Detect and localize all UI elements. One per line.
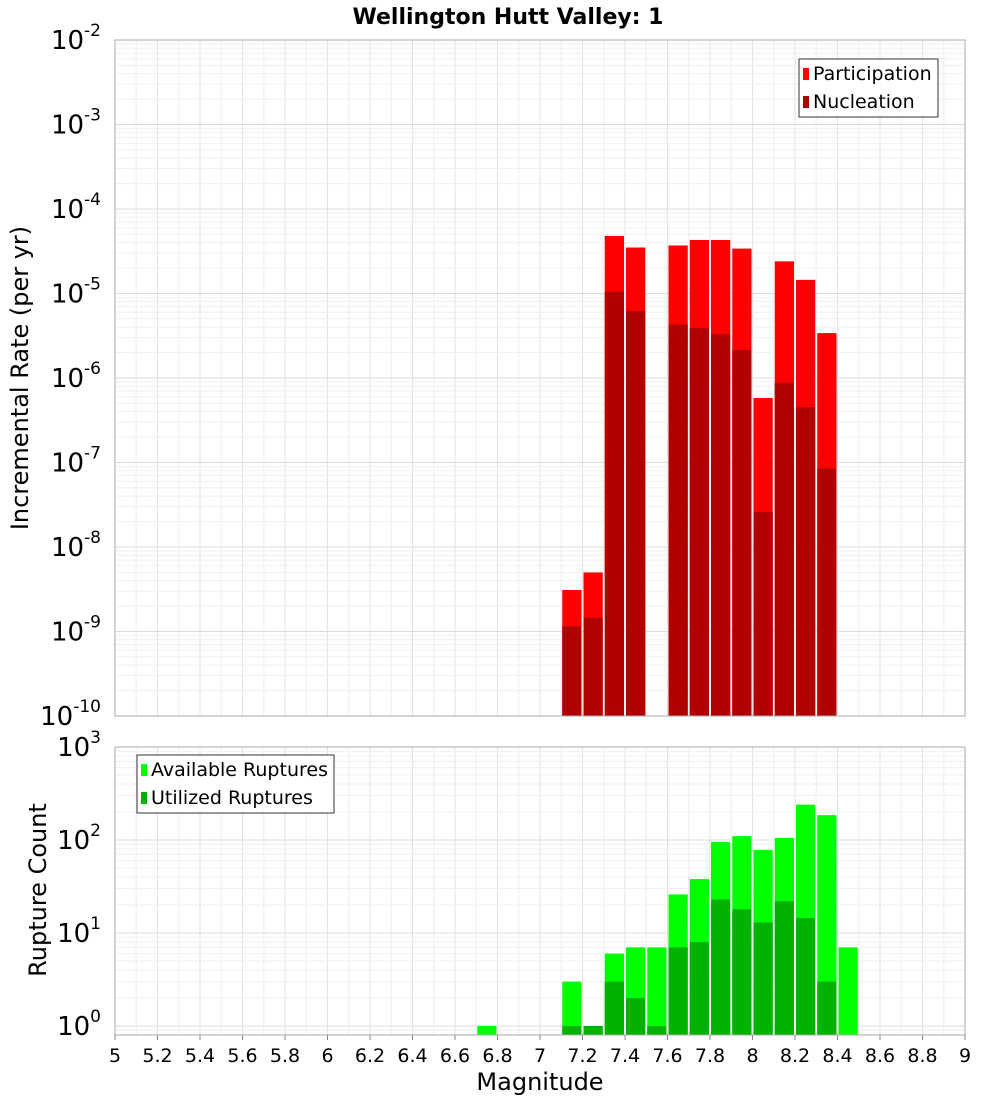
x-axis-label: Magnitude	[476, 1068, 603, 1096]
bottom-bar-available-ruptures	[562, 981, 582, 1035]
chart-title: Wellington Hutt Valley: 1	[353, 5, 664, 30]
bottom-y-axis-label: Rupture Count	[24, 803, 52, 977]
top-bar-nucleation	[796, 407, 816, 716]
top-y-tick-label: 10-2	[51, 21, 101, 56]
top-bar-nucleation	[604, 291, 624, 716]
x-tick-label: 7.4	[610, 1045, 640, 1067]
x-tick-label: 5	[109, 1045, 121, 1067]
bottom-bar-utilized-ruptures	[668, 947, 688, 1035]
top-y-tick-label: 10-8	[51, 528, 101, 563]
top-y-tick-label: 10-7	[51, 444, 101, 479]
top-series-nucleation	[562, 291, 837, 716]
top-bar-nucleation	[689, 328, 709, 716]
bottom-legend-swatch-utilized-ruptures	[141, 792, 147, 804]
x-tick-label: 6.8	[482, 1045, 512, 1067]
x-tick-label: 5.6	[227, 1045, 257, 1067]
bottom-bar-available-ruptures	[477, 1025, 497, 1035]
bottom-bar-utilized-ruptures	[689, 942, 709, 1035]
top-y-tick-label: 10-4	[51, 190, 101, 225]
x-tick-label: 7.6	[652, 1045, 682, 1067]
bottom-bar-utilized-ruptures	[817, 981, 837, 1035]
top-legend-label-participation: Participation	[813, 63, 932, 85]
top-legend: Participation Nucleation	[798, 58, 939, 118]
top-legend-swatch-nucleation	[803, 96, 809, 108]
top-panel: 10-10 10-9 10-8 10-7 10-6 10-5 10-4 10-3 10-2 Par…	[40, 21, 966, 732]
bottom-legend-label-available-ruptures: Available Ruptures	[151, 759, 328, 781]
bottom-bar-utilized-ruptures	[774, 901, 794, 1035]
x-tick-label: 8.8	[907, 1045, 937, 1067]
top-y-tick-label: 10-3	[51, 106, 101, 141]
top-bar-nucleation	[626, 311, 646, 716]
bottom-bar-available-ruptures	[647, 947, 667, 1035]
bottom-bar-utilized-ruptures	[732, 909, 752, 1035]
top-y-tick-label: 10-5	[51, 275, 101, 310]
x-tick-label: 7	[534, 1045, 546, 1067]
x-tick-label: 9	[959, 1045, 971, 1067]
bottom-bar-utilized-ruptures	[711, 899, 731, 1035]
top-y-axis-label: Incremental Rate (per yr)	[6, 226, 34, 530]
top-gridlines	[114, 40, 966, 717]
x-tick-label: 8	[746, 1045, 758, 1067]
x-tick-label: 6.6	[440, 1045, 470, 1067]
bottom-bar-utilized-ruptures	[796, 917, 816, 1035]
bottom-legend-label-utilized-ruptures: Utilized Ruptures	[151, 787, 313, 809]
bottom-bar-utilized-ruptures	[604, 981, 624, 1035]
x-tick-label: 8.4	[822, 1045, 852, 1067]
top-legend-box	[798, 58, 939, 118]
bottom-y-tick-label: 100	[57, 1007, 101, 1042]
x-tick-label: 8.6	[865, 1045, 895, 1067]
bottom-legend-box	[136, 754, 335, 814]
bottom-legend-swatch-available-ruptures	[141, 764, 147, 776]
top-plot-frame	[114, 39, 966, 717]
x-tick-label: 6.4	[397, 1045, 427, 1067]
top-y-tick-label: 10-10	[40, 697, 101, 732]
top-bar-nucleation	[774, 382, 794, 716]
bottom-y-tick-label: 101	[57, 914, 101, 949]
top-bar-nucleation	[583, 617, 603, 716]
top-bar-nucleation	[732, 349, 752, 716]
top-bar-nucleation	[753, 511, 773, 716]
bottom-legend: Available Ruptures Utilized Ruptures	[136, 754, 335, 814]
top-y-tick-label: 10-9	[51, 613, 101, 648]
bottom-series-utilized-ruptures	[562, 899, 837, 1035]
x-tick-label: 6	[321, 1045, 333, 1067]
bottom-bar-available-ruptures	[817, 815, 837, 1035]
x-tick-label: 8.2	[780, 1045, 810, 1067]
x-tick-label: 5.8	[270, 1045, 300, 1067]
top-bar-nucleation	[817, 468, 837, 716]
top-bar-nucleation	[711, 334, 731, 716]
x-tick-label: 5.4	[185, 1045, 215, 1067]
x-tick-label: 6.2	[355, 1045, 385, 1067]
x-tick-label: 7.2	[567, 1045, 597, 1067]
bottom-bar-utilized-ruptures	[647, 1025, 667, 1035]
bottom-bar-available-ruptures	[838, 947, 858, 1035]
top-legend-swatch-participation	[803, 68, 809, 80]
x-tick-label: 7.8	[695, 1045, 725, 1067]
bottom-y-tick-label: 103	[57, 728, 101, 763]
top-legend-label-nucleation: Nucleation	[813, 91, 915, 113]
x-tick-label: 5.2	[142, 1045, 172, 1067]
top-y-tick-label: 10-6	[51, 359, 101, 394]
top-bar-nucleation	[562, 626, 582, 716]
bottom-y-tick-label: 102	[57, 821, 101, 856]
bottom-bar-utilized-ruptures	[753, 922, 773, 1035]
top-bar-nucleation	[668, 324, 688, 716]
bottom-bar-utilized-ruptures	[583, 1025, 603, 1035]
bottom-bar-utilized-ruptures	[626, 997, 646, 1035]
bottom-bar-utilized-ruptures	[562, 1025, 582, 1035]
